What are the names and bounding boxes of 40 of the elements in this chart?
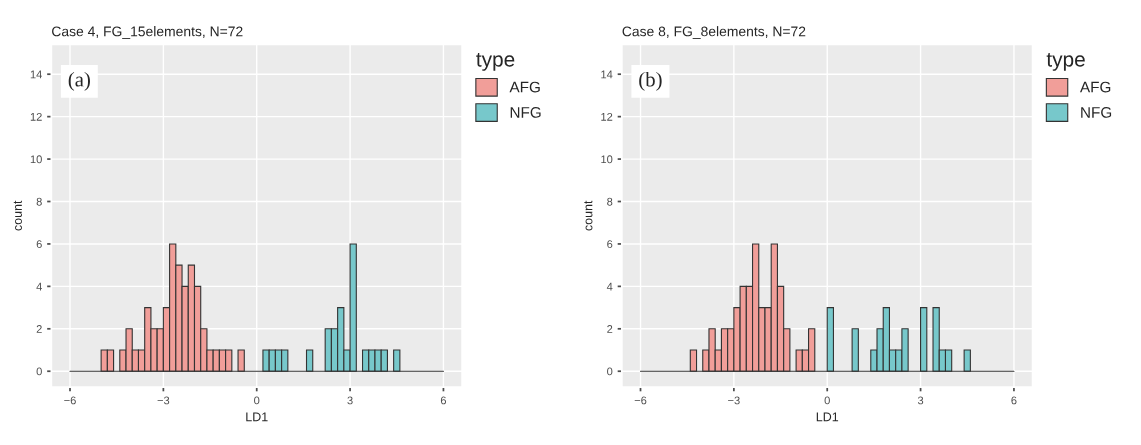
y-axis-title: count	[13, 200, 22, 231]
legend-label: AFG	[509, 81, 540, 93]
annotation: (a)	[68, 71, 90, 91]
x-axis-title: LD1	[246, 412, 268, 422]
y-tick-label: 10	[30, 155, 42, 164]
y-tick-label: 14	[601, 70, 613, 79]
x-tick-label: −3	[157, 396, 170, 405]
x-axis-title: LD1	[816, 412, 839, 422]
y-tick-label: 4	[36, 282, 42, 291]
y-tick-label: 8	[607, 197, 613, 206]
legend-label: NFG	[510, 106, 541, 118]
annotation: (b)	[639, 71, 662, 91]
y-tick-label: 10	[601, 155, 613, 164]
y-tick-label: 0	[607, 367, 613, 376]
y-tick-label: 12	[601, 112, 613, 121]
chart-title: Case 8, FG_8elements, N=72	[622, 26, 806, 39]
x-tick-label: −6	[634, 396, 647, 405]
x-tick-label: 6	[440, 396, 447, 405]
x-tick-label: −3	[728, 396, 740, 405]
chart-title: Case 4, FG_15elements, N=72	[52, 26, 243, 39]
legend-title: type	[476, 53, 515, 71]
x-tick-label: 6	[1011, 396, 1017, 405]
y-tick-label: 6	[36, 240, 42, 249]
x-tick-label: 0	[254, 396, 260, 405]
x-tick-label: 0	[824, 396, 830, 405]
legend-label: AFG	[1080, 81, 1111, 93]
x-tick-label: 3	[347, 396, 353, 405]
y-tick-label: 6	[607, 240, 613, 249]
legend-label: NFG	[1081, 106, 1112, 118]
y-tick-label: 0	[36, 367, 42, 376]
y-tick-label: 12	[30, 112, 42, 121]
y-tick-label: 8	[36, 197, 42, 206]
legend-title: type	[1046, 53, 1085, 71]
y-tick-label: 2	[607, 325, 613, 333]
x-tick-label: −6	[64, 396, 76, 405]
y-tick-label: 14	[30, 70, 42, 79]
y-tick-label: 4	[606, 282, 613, 291]
x-tick-label: 3	[917, 396, 924, 405]
y-tick-label: 2	[36, 325, 42, 333]
y-axis-title: count	[584, 200, 593, 231]
